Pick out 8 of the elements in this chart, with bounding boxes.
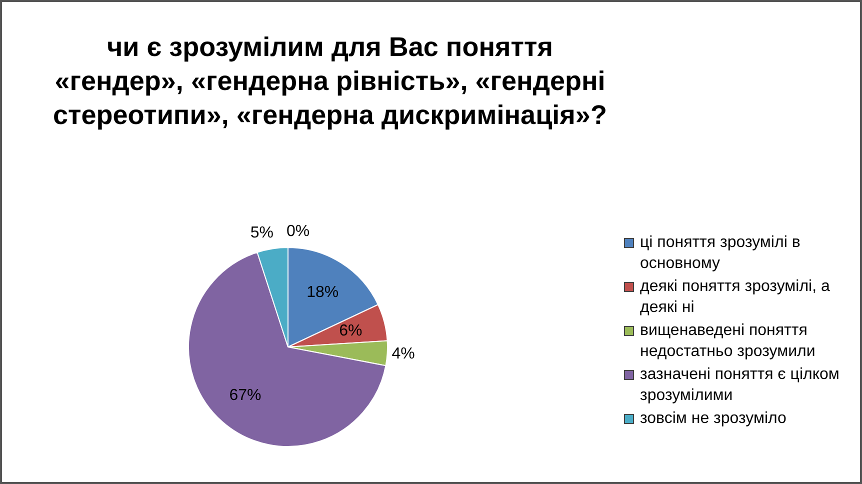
legend-label: зовсім не зрозуміло [640,410,786,427]
data-label: 67% [229,386,262,404]
data-label: 6% [339,322,362,340]
data-label: 18% [306,284,339,301]
chart-title: чи є зрозумілим для Вас поняття «гендер», «гендерна рівність», «гендерні стереотипи», «гендерна дискримінація»? [52,31,608,132]
data-label: 4% [392,346,415,363]
data-label: 5% [250,224,274,242]
text: 0% [286,222,310,240]
